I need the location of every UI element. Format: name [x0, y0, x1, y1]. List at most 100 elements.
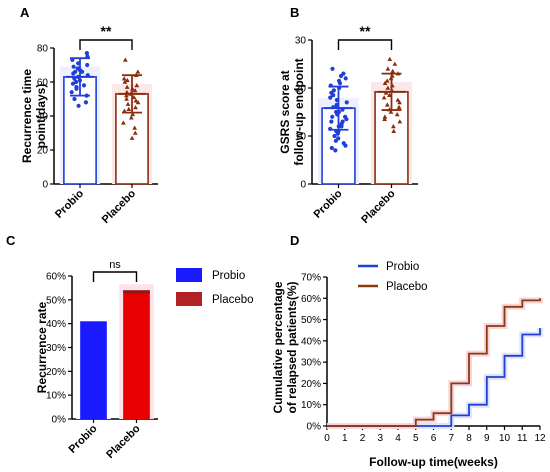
x-tick-label: 2 — [360, 433, 366, 444]
x-tick-label: 0 — [324, 433, 330, 444]
y-tick-label: 20% — [301, 379, 321, 390]
data-point — [344, 100, 349, 105]
data-point — [120, 120, 126, 125]
y-tick-label: 20 — [295, 84, 307, 95]
y-tick-label: 20 — [37, 146, 49, 157]
legend-label-placebo: Placebo — [212, 294, 254, 306]
y-tick-label: 10% — [301, 400, 321, 411]
data-point — [392, 61, 398, 66]
y-axis-title: GSRS score atfollow-up endpoint — [278, 58, 306, 165]
series-line-placebo — [327, 298, 541, 427]
data-point — [76, 103, 81, 108]
panel-label-b: B — [290, 5, 299, 20]
y-axis-title: Recurrence rate — [35, 301, 49, 393]
data-point — [123, 93, 129, 98]
data-point — [135, 100, 141, 105]
x-tick-label: 4 — [395, 433, 401, 444]
data-point — [397, 119, 403, 124]
data-point — [132, 130, 138, 135]
data-point — [330, 66, 335, 71]
x-tick-label: 7 — [448, 433, 454, 444]
significance-bracket — [337, 39, 393, 50]
data-point — [387, 56, 393, 61]
data-point — [343, 143, 348, 148]
data-point — [391, 128, 397, 133]
data-point — [69, 90, 74, 95]
x-tick-label: 8 — [466, 433, 472, 444]
data-point — [70, 81, 76, 86]
legend-label-placebo: Placebo — [386, 281, 428, 293]
data-point — [130, 111, 136, 117]
bar-probio — [80, 321, 107, 419]
y-tick-label: 50% — [301, 315, 321, 326]
x-tick-label: 9 — [484, 433, 490, 444]
data-point — [382, 116, 388, 121]
y-tick-label: 40 — [37, 112, 49, 123]
data-point — [337, 81, 343, 86]
x-tick-label: 1 — [342, 433, 348, 444]
data-point — [126, 106, 132, 111]
y-tick-label: 70% — [301, 273, 321, 284]
data-point — [385, 66, 391, 71]
x-tick-label: 3 — [377, 433, 383, 444]
x-tick-label: 11 — [517, 433, 528, 444]
legend-swatch-placebo — [176, 292, 202, 306]
x-tick-label: Probio — [311, 187, 344, 220]
x-tick-label: 6 — [431, 433, 437, 444]
data-point — [133, 105, 138, 110]
data-point — [390, 124, 396, 129]
bar-placebo — [123, 290, 150, 419]
panel-label-d: D — [290, 233, 299, 248]
data-point — [125, 101, 131, 106]
panel-label-c: C — [6, 233, 16, 248]
data-point — [332, 133, 337, 139]
y-tick-label: 60% — [46, 272, 66, 283]
series-halo — [327, 297, 543, 429]
data-point — [71, 71, 76, 76]
data-point — [134, 83, 140, 88]
data-point — [124, 77, 130, 83]
y-tick-label: 40% — [301, 336, 321, 347]
x-tick-label: 10 — [499, 433, 511, 444]
data-point — [83, 100, 89, 105]
data-point — [396, 104, 402, 109]
data-point — [329, 119, 334, 124]
data-point — [335, 131, 340, 136]
data-point — [394, 112, 400, 117]
y-tick-label: 80 — [37, 44, 49, 55]
y-tick-label: 0% — [52, 415, 67, 426]
data-point — [382, 114, 388, 119]
x-tick-label: 5 — [413, 433, 419, 444]
y-axis-title: Cumulative percentageof relapsed patient… — [271, 281, 299, 413]
data-point — [72, 96, 77, 102]
data-point — [122, 108, 127, 113]
y-tick-label: 10% — [46, 391, 66, 402]
x-tick-label: Placebo — [104, 422, 143, 461]
data-point — [382, 80, 388, 85]
significance-label: ns — [109, 259, 121, 271]
data-point — [121, 76, 127, 81]
data-point — [124, 84, 130, 89]
data-point — [132, 88, 138, 93]
y-tick-label: 60% — [301, 294, 321, 305]
y-tick-label: 0 — [42, 180, 48, 191]
legend-swatch-probio — [176, 268, 202, 282]
legend-label-probio: Probio — [212, 270, 245, 282]
data-point — [330, 114, 335, 119]
data-point — [133, 98, 139, 103]
data-point — [388, 109, 394, 114]
y-tick-label: 0 — [300, 180, 306, 191]
data-point — [122, 79, 128, 84]
panel-label-a: A — [20, 5, 30, 20]
data-point — [84, 51, 89, 56]
y-tick-label: 0% — [307, 422, 322, 433]
y-axis-title: Recurrence timepoint(days) — [20, 69, 48, 163]
y-tick-label: 30% — [46, 343, 66, 354]
data-point — [124, 96, 129, 101]
data-point — [333, 138, 338, 143]
y-tick-label: 10 — [295, 132, 307, 143]
data-point — [338, 73, 344, 79]
data-point — [343, 76, 348, 81]
significance-bracket — [79, 39, 133, 50]
